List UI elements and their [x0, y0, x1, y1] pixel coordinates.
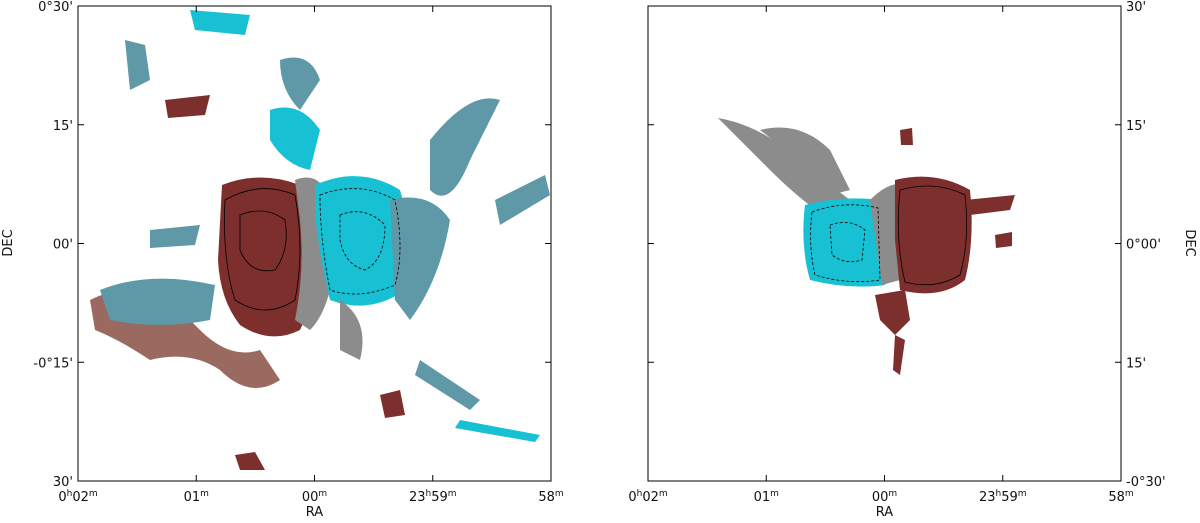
- x-tick-label-part: h: [637, 489, 643, 499]
- x-tick-label: 58m: [538, 489, 563, 505]
- x-tick-label-part: 59: [1001, 490, 1018, 505]
- velocity-map-right: [718, 118, 1015, 375]
- x-tick-label-part: 58: [1108, 490, 1125, 505]
- x-tick-label-part: h: [426, 489, 432, 499]
- y-tick-label: 0°30': [38, 0, 73, 15]
- x-tick-label-part: 58: [538, 490, 555, 505]
- x-tick-label-part: 0: [628, 490, 636, 505]
- x-tick-label-part: h: [996, 489, 1002, 499]
- x-tick-label-part: m: [659, 489, 668, 499]
- x-tick-label-part: 00: [302, 490, 319, 505]
- y-axis-label: DEC: [1, 229, 16, 256]
- x-tick-label-part: m: [770, 489, 779, 499]
- y-tick-label: 0°00': [1126, 238, 1161, 253]
- x-tick-label-part: 23: [409, 490, 426, 505]
- x-tick-label-part: 23: [979, 490, 996, 505]
- x-axis-label: RA: [306, 505, 324, 520]
- x-tick-label-part: m: [1018, 489, 1027, 499]
- y-tick-label: -0°15': [33, 356, 73, 371]
- x-tick-label-part: h: [67, 489, 73, 499]
- x-tick-label: 0h02m: [58, 489, 97, 505]
- y-tick-label: 15': [1126, 356, 1146, 371]
- x-tick-label: 58m: [1108, 489, 1133, 505]
- x-tick-label: 00m: [872, 489, 897, 505]
- y-tick-label: 15': [53, 119, 73, 134]
- x-tick-label-part: 02: [642, 490, 659, 505]
- x-tick-label-part: 00: [872, 490, 889, 505]
- x-tick-label-part: 02: [72, 490, 89, 505]
- x-tick-label-part: 01: [754, 490, 771, 505]
- x-tick-label-part: m: [318, 489, 327, 499]
- x-axis-label: RA: [876, 505, 894, 520]
- x-tick-label: 23h59m: [979, 489, 1027, 505]
- x-tick-label: 01m: [184, 489, 209, 505]
- x-tick-label-part: m: [200, 489, 209, 499]
- y-tick-label: 00': [53, 238, 73, 253]
- x-tick-label: 23h59m: [409, 489, 457, 505]
- x-tick-label-part: 59: [431, 490, 448, 505]
- x-tick-label-part: m: [89, 489, 98, 499]
- x-tick-label-part: m: [1125, 489, 1134, 499]
- velocity-map-left: [90, 10, 550, 470]
- x-tick-label-part: m: [888, 489, 897, 499]
- x-tick-label-part: m: [448, 489, 457, 499]
- x-tick-label-part: 0: [58, 490, 66, 505]
- x-tick-label-part: m: [555, 489, 564, 499]
- x-tick-label: 0h02m: [628, 489, 667, 505]
- y-tick-label: 15': [1126, 119, 1146, 134]
- y-axis-label: DEC: [1182, 229, 1197, 256]
- x-tick-label: 00m: [302, 489, 327, 505]
- x-tick-label: 01m: [754, 489, 779, 505]
- y-tick-label: -0°30': [1126, 475, 1166, 490]
- x-tick-label-part: 01: [184, 490, 201, 505]
- y-tick-label: 30': [1126, 0, 1146, 15]
- y-tick-label: 30': [53, 475, 73, 490]
